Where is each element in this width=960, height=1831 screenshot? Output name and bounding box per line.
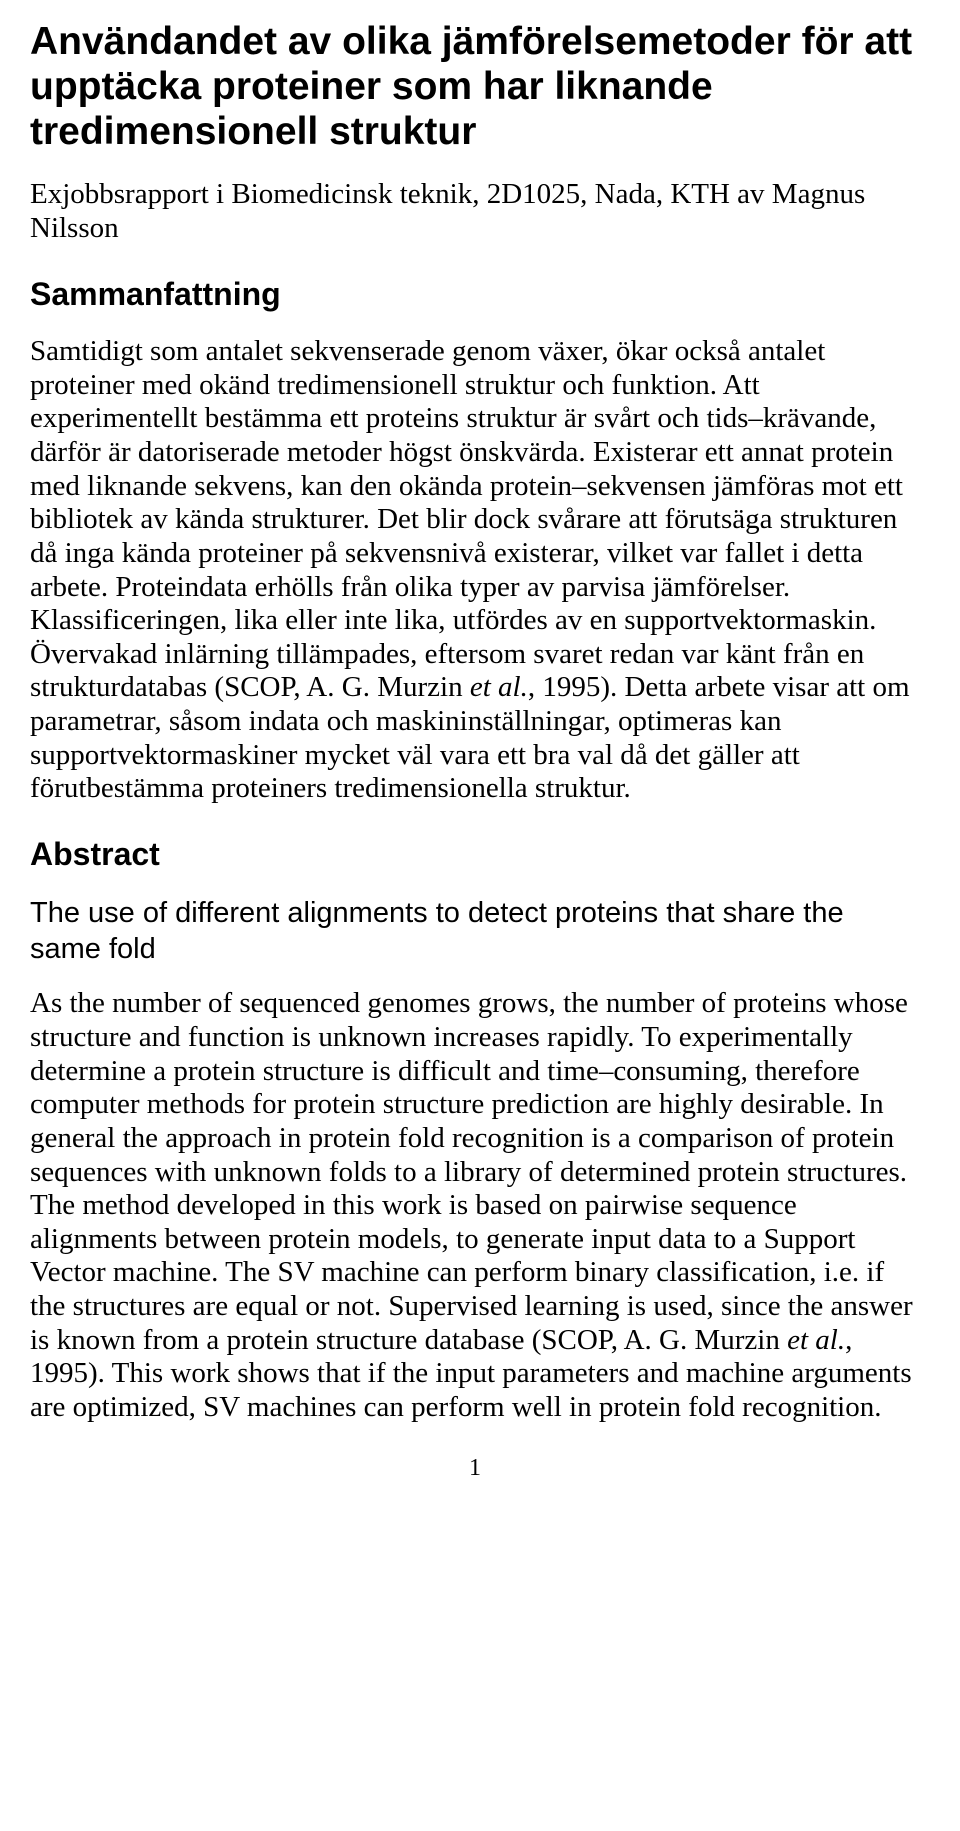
abstract-body-italic: et al. <box>787 1324 845 1356</box>
abstract-body-pre: As the number of sequenced genomes grows… <box>30 987 913 1355</box>
page-number: 1 <box>30 1455 920 1482</box>
abstract-subtitle: The use of different alignments to detec… <box>30 895 920 968</box>
document-title: Användandet av olika jämförelsemetoder f… <box>30 20 920 155</box>
section-heading-abstract: Abstract <box>30 836 920 873</box>
sammanfattning-body-pre: Samtidigt som antalet sekvenserade genom… <box>30 335 903 703</box>
sammanfattning-body-italic: et al. <box>470 671 528 703</box>
document-subtitle: Exjobbsrapport i Biomedicinsk teknik, 2D… <box>30 177 920 247</box>
document-page: Användandet av olika jämförelsemetoder f… <box>0 0 960 1522</box>
section-heading-sammanfattning: Sammanfattning <box>30 276 920 313</box>
abstract-body: As the number of sequenced genomes grows… <box>30 987 920 1424</box>
sammanfattning-body: Samtidigt som antalet sekvenserade genom… <box>30 335 920 806</box>
